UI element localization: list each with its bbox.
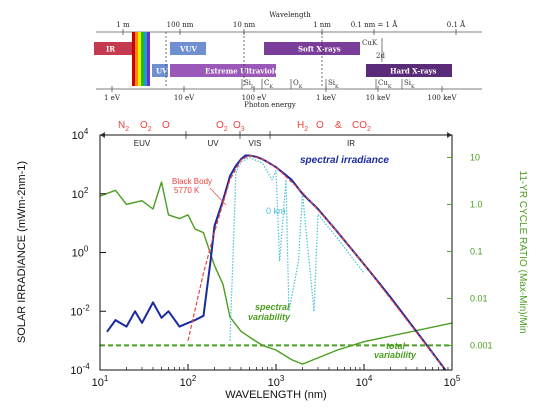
annotation-black-body: Black Body [172, 177, 212, 186]
spectrum-yellow [138, 32, 141, 86]
band-euv-label: Extreme Ultraviolet [205, 67, 283, 76]
band-soft-xrays-label: Soft X-rays [298, 45, 341, 54]
spectrum-blue [144, 32, 147, 86]
energy-tick-label: 1 keV [316, 94, 337, 102]
annotation-spectral-variability: spectral [255, 302, 290, 312]
band-vuv [170, 42, 206, 55]
molecule-label: N2 [118, 120, 129, 133]
molecule-label: O2 [216, 120, 228, 133]
zero-km-line [229, 157, 365, 341]
band-vuv-label: VUV [179, 45, 198, 54]
band-ir-label: IR [106, 45, 115, 54]
spectrum-green [141, 32, 144, 86]
region-uv: UV [207, 139, 219, 148]
absorption-edge-label: CK [264, 79, 273, 90]
band-uv [152, 64, 168, 77]
top-scale-panel: Wavelength 1 m 100 nm 10 nm 1 nm 0.1 nm = 1 … [94, 11, 482, 109]
energy-tick-label: 10 eV [174, 94, 195, 102]
right-y-tick-label: 0.1 [470, 246, 483, 256]
annotation-spectral-irradiance: spectral irradiance [300, 155, 389, 166]
band-uv-label: UV [156, 67, 168, 76]
cuk-line-label: CuK [362, 39, 378, 47]
y-tick-label: 102 [72, 186, 89, 201]
2d-line-label: 2d [376, 52, 385, 60]
molecule-label: O3 [233, 120, 245, 133]
band-hard-xrays [366, 64, 452, 77]
wavelength-label: Wavelength [269, 11, 311, 19]
molecule-label: H2 [297, 120, 308, 133]
band-ir [94, 42, 132, 55]
molecule-label: O [162, 120, 170, 131]
y-tick-label: 10-4 [70, 362, 90, 377]
annotation-black-body-temp: 5770 K [174, 186, 200, 195]
y-tick-label: 10-2 [70, 303, 90, 318]
wavelength-tick-label: 1 m [116, 21, 130, 29]
x-tick-label: 103 [268, 374, 285, 389]
spectrum-red [132, 32, 135, 86]
molecule-label: CO2 [352, 120, 371, 133]
spectral-variability-line [100, 181, 452, 365]
spectrum-orange [135, 32, 138, 86]
band-hard-xrays-label: Hard X-rays [390, 67, 437, 76]
annotation-total-variability-2: variability [374, 350, 417, 360]
region-ir: IR [347, 139, 355, 148]
right-y-tick-label: 0.001 [470, 340, 493, 350]
wavelength-tick-label: 100 nm [167, 21, 194, 29]
absorption-edge-label: OK [293, 79, 303, 90]
energy-tick-label: 100 keV [427, 94, 457, 102]
wavelength-tick-label: 0.1 Å [447, 20, 466, 29]
y-tick-label: 100 [72, 245, 89, 260]
molecule-label: O2 [140, 120, 152, 133]
energy-tick-label: 100 eV [242, 94, 268, 102]
molecule-labels: N2 O2 O O2 O3 H2 O & CO2 [118, 120, 371, 133]
region-vis: VIS [249, 139, 262, 148]
band-euv [170, 64, 276, 77]
plot-series [100, 154, 452, 370]
spectrum-violet [147, 32, 150, 86]
wavelength-tick-label: 10 nm [233, 21, 256, 29]
right-y-tick-label: 1.0 [470, 199, 483, 209]
right-y-tick-label: 10 [470, 152, 480, 162]
x-axis-label: WAVELENGTH (nm) [225, 389, 326, 401]
annotation-zero-km: 0 km [266, 206, 286, 216]
plot-axes: 101 102 103 104 105 104 102 100 10-2 10-4 10 1.0 0.1… [70, 127, 492, 389]
photon-energy-label: Photon energy [244, 101, 296, 109]
absorption-edge-label: CuK [378, 79, 392, 90]
black-body-pointer [209, 187, 227, 206]
annotation-spectral-variability-2: variability [248, 312, 291, 322]
wavelength-tick-label: 1 nm [313, 21, 331, 29]
band-soft-xrays [264, 42, 360, 55]
black-body-line [187, 154, 446, 370]
energy-tick-label: 10 keV [366, 94, 392, 102]
absorption-edge-label: SiL [244, 79, 255, 90]
x-tick-label: 102 [180, 374, 197, 389]
right-y-tick-label: 0.01 [470, 293, 488, 303]
region-euv: EUV [134, 139, 151, 148]
absorption-edge-label: SiK [328, 79, 339, 90]
annotation-total-variability: total [386, 341, 405, 351]
molecule-label: & [335, 120, 342, 131]
y-tick-label: 104 [72, 127, 89, 142]
wavelength-tick-label: 0.1 nm = 1 Å [351, 20, 398, 29]
energy-tick-label: 1 eV [104, 94, 121, 102]
x-tick-label: 104 [356, 374, 373, 389]
x-tick-label: 101 [92, 374, 109, 389]
y-axis-label: SOLAR IRRADIANCE (mWm-2nm-1) [16, 161, 28, 343]
x-tick-label: 105 [444, 374, 461, 389]
molecule-label: O [316, 120, 324, 131]
absorption-edge-label: SiK [404, 79, 415, 90]
right-y-axis-label: 11-YR CYCLE RATIO (Max-Min)/Min [517, 171, 528, 334]
